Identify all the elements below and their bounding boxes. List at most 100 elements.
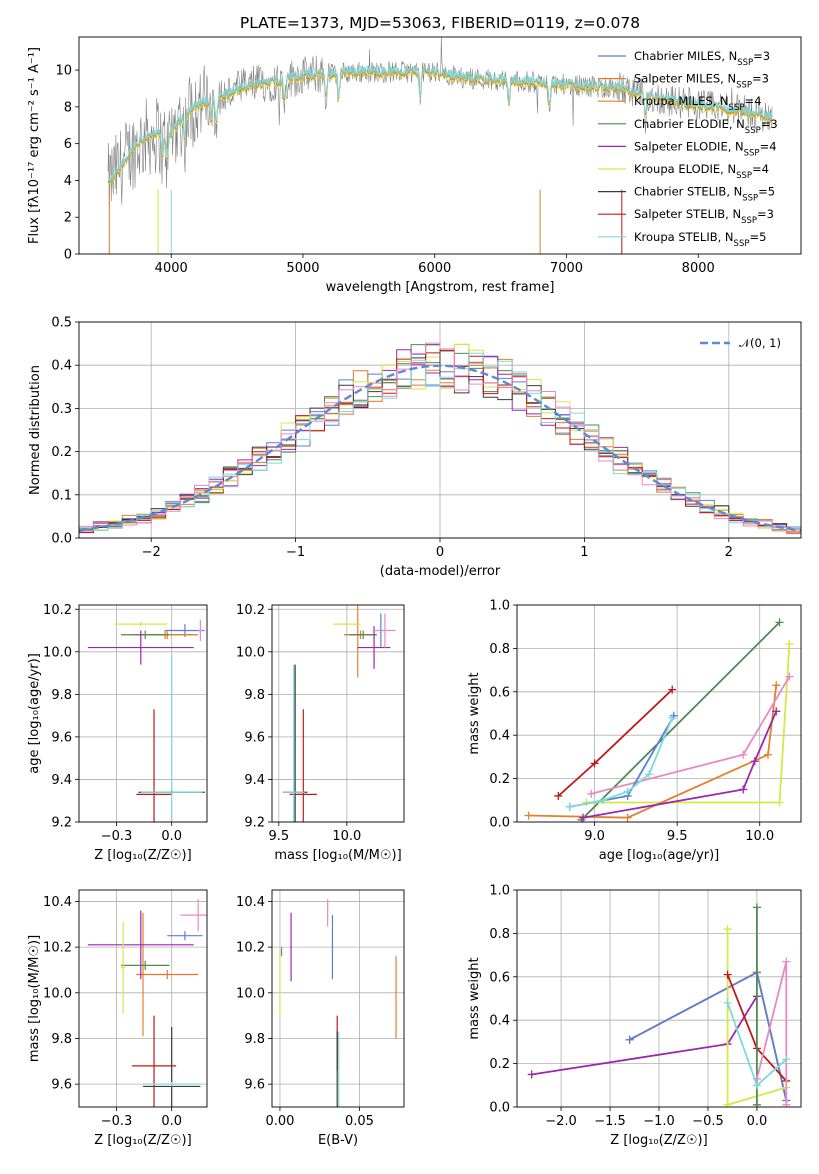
x-tick-label: 2 [725, 545, 733, 560]
x-tick-label: 4000 [155, 261, 188, 276]
x-tick-label: 0 [436, 545, 444, 560]
x-tick-label: −1.5 [594, 1114, 626, 1129]
weight-point-marker [623, 813, 632, 822]
legend-entry: Salpeter MILES, NSSP=3 [634, 72, 769, 91]
y-tick-label: 0.0 [51, 532, 72, 547]
y-tick-label: 10.0 [43, 645, 72, 660]
plot-area-age_vs_Z [87, 619, 205, 822]
weight-point-marker [668, 685, 677, 694]
weight-point-marker [623, 787, 632, 796]
x-axis-label: (data-model)/error [380, 564, 501, 579]
x-tick-label: 9.5 [667, 829, 688, 844]
x-axis-label: age [log₁₀(age/yr)] [599, 848, 720, 863]
x-tick-label: 6000 [418, 261, 451, 276]
axes-frame [78, 321, 802, 539]
y-tick-label: 0.2 [51, 445, 72, 460]
spectrum-title: PLATE=1373, MJD=53063, FIBERID=0119, z=0… [240, 14, 640, 32]
weight-point-marker [752, 1100, 761, 1107]
panel-age_vs_Z: −0.3 0.0 9.2 9.4 9.6 9.8 10.0 10.2 Z [log₁₀(Z/Z☉… [27, 603, 208, 863]
weight-point-marker [782, 1100, 791, 1107]
x-tick-label: 0.0 [747, 1114, 768, 1129]
axes-frame [516, 604, 802, 823]
legend-entry: Kroupa STELIB, NSSP=5 [634, 230, 766, 249]
panel-weight_vs_Z: −2.0 −1.5 −1.0 −0.5 0.0 0.0 0.2 0.4 0.6 0.8 1.0 Z [… [467, 884, 802, 1148]
x-tick-label: 0.05 [345, 1114, 374, 1129]
y-tick-label: 0.1 [51, 488, 72, 503]
plot-area-age_vs_mass [282, 605, 396, 822]
y-tick-label: 1.0 [489, 599, 510, 614]
weight-point-marker [554, 791, 563, 800]
y-axis-label: mass [log₁₀(M/M☉)] [27, 935, 42, 1062]
legend-entry: Chabrier ELODIE, NSSP=3 [634, 117, 778, 136]
y-tick-label: 0.0 [489, 816, 510, 831]
plot-area-mass_vs_Z [87, 899, 207, 1107]
legend-entry: Salpeter ELODIE, NSSP=4 [634, 139, 777, 158]
weight-point-marker [527, 1070, 536, 1079]
y-axis-label: mass weight [467, 672, 482, 754]
x-tick-label: 0.0 [161, 829, 182, 844]
x-tick-label: −1 [286, 545, 305, 560]
y-tick-label: 0.4 [489, 1014, 510, 1029]
y-tick-label: 9.6 [51, 730, 72, 745]
x-axis-label: Z [log₁₀(Z/Z☉)] [94, 848, 191, 863]
panel-mass_vs_ebv: 0.00 0.05 9.6 9.8 10.0 10.2 10.4 E(B-V) [236, 889, 405, 1148]
weight-point-marker [645, 770, 654, 779]
weight-point-marker [739, 750, 748, 759]
weight-point-marker [772, 707, 781, 716]
y-axis-label: age [log₁₀(age/yr)] [27, 653, 42, 774]
y-tick-label: 9.2 [51, 816, 72, 831]
panel-spectrum: 4000 5000 6000 7000 8000 0 2 4 6 8 10 wavelength [A… [27, 36, 802, 295]
y-tick-label: 0 [64, 248, 72, 263]
y-tick-label: 0.3 [51, 402, 72, 417]
weight-point-marker [723, 998, 732, 1007]
weight-series-line [557, 688, 673, 797]
x-axis-label: mass [log₁₀(M/M☉)] [274, 848, 401, 863]
gaussian-curve [79, 364, 801, 532]
x-tick-label: 5000 [286, 261, 319, 276]
plot-area-weight_vs_Z [527, 903, 791, 1107]
y-tick-label: 9.8 [51, 1032, 72, 1047]
y-tick-label: 0.2 [489, 772, 510, 787]
y-tick-label: 10.4 [43, 895, 72, 910]
weight-point-marker [775, 798, 784, 807]
y-tick-label: 9.6 [244, 1078, 265, 1093]
y-tick-label: 10.0 [236, 986, 265, 1001]
legend-entry: 𝒩(0, 1) [739, 336, 781, 350]
legend-entry: Chabrier MILES, NSSP=3 [634, 49, 770, 68]
weight-point-marker [772, 681, 781, 690]
plot-area-mass_vs_ebv [279, 899, 397, 1107]
residual-histogram [79, 352, 801, 531]
x-tick-label: −0.3 [101, 829, 133, 844]
x-tick-label: 10.0 [332, 829, 361, 844]
y-axis-label: Flux [fλ10⁻¹⁷ erg cm⁻² s⁻¹ A⁻¹] [27, 47, 42, 244]
axes-frame [78, 889, 208, 1108]
y-tick-label: 10.2 [236, 941, 265, 956]
weight-series-line [531, 995, 758, 1076]
x-axis-label: E(B-V) [318, 1133, 358, 1148]
panel-weight_vs_age: 9.0 9.5 10.0 0.0 0.2 0.4 0.6 0.8 1.0 age [log₁₀(a… [467, 599, 802, 863]
y-tick-label: 9.2 [244, 816, 265, 831]
y-tick-label: 10 [55, 64, 72, 79]
weight-point-marker [785, 640, 794, 649]
y-tick-label: 9.4 [244, 773, 265, 788]
y-tick-label: 0.6 [489, 685, 510, 700]
x-tick-label: −1.0 [643, 1114, 675, 1129]
weight-point-marker [723, 925, 732, 934]
legend-entry: Kroupa MILES, NSSP=4 [634, 94, 761, 113]
weight-point-marker [565, 802, 574, 811]
axes-frame [516, 889, 802, 1108]
axes-frame [271, 604, 405, 823]
axes-frame [78, 36, 802, 255]
weight-point-marker [750, 757, 759, 766]
y-tick-label: 9.4 [51, 773, 72, 788]
panel-age_vs_mass: 9.5 10.0 9.2 9.4 9.6 9.8 10.0 10.2 mass [log₁₀(M… [236, 603, 405, 863]
weight-series-line [582, 710, 778, 819]
weight-point-marker [752, 903, 761, 912]
x-axis-label: Z [log₁₀(Z/Z☉)] [610, 1133, 707, 1148]
y-tick-label: 10.0 [236, 645, 265, 660]
y-tick-label: 0.8 [489, 927, 510, 942]
x-tick-label: 0.0 [161, 1114, 182, 1129]
x-tick-label: 9.5 [268, 829, 289, 844]
weight-point-marker [524, 811, 533, 820]
